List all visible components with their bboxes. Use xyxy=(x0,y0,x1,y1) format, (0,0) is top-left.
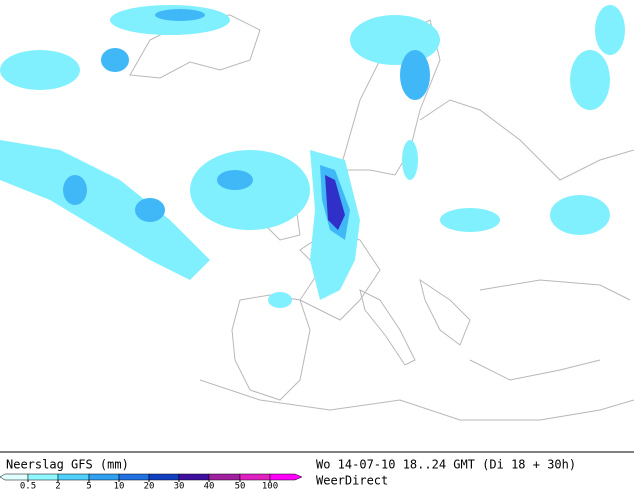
precip-area xyxy=(155,9,205,21)
legend-swatch xyxy=(118,473,150,481)
legend-swatch xyxy=(148,473,180,481)
legend-label: 30 xyxy=(174,482,185,490)
source: WeerDirect xyxy=(316,474,388,488)
scandinavia xyxy=(339,19,441,176)
precip-area xyxy=(402,140,418,180)
precip-area xyxy=(0,140,210,280)
legend-label: 20 xyxy=(144,482,155,490)
precip-area xyxy=(101,48,129,72)
legend-swatch xyxy=(178,473,210,481)
legend-swatch xyxy=(208,473,241,481)
legend-title: Neerslag GFS (mm) xyxy=(6,458,129,472)
legend-swatch xyxy=(88,473,120,481)
precip-area xyxy=(0,50,80,90)
precip-area xyxy=(595,5,625,55)
black-sea xyxy=(479,279,631,301)
balkans xyxy=(419,278,471,346)
turkey xyxy=(469,359,601,381)
valid-time: Wo 14-07-10 18..24 GMT (Di 18 + 30h) xyxy=(316,458,576,472)
legend-labels: 0.5 2 5 10 20 30 40 50 100 xyxy=(20,480,278,490)
precip-area xyxy=(550,195,610,235)
legend-swatch xyxy=(239,473,271,481)
legend-swatch xyxy=(57,473,90,481)
legend-colorbar xyxy=(0,473,303,481)
legend-label: 5 xyxy=(86,482,91,490)
precip-area xyxy=(400,50,430,100)
north-africa xyxy=(199,379,634,421)
legend-label: 100 xyxy=(262,482,278,490)
legend-label: 10 xyxy=(114,482,125,490)
precip-area xyxy=(268,292,292,308)
map xyxy=(0,5,634,421)
legend-swatch xyxy=(27,473,59,481)
precip-area xyxy=(325,175,345,230)
precipitation xyxy=(0,5,625,308)
baltic-russia xyxy=(419,99,634,181)
precip-area xyxy=(570,50,610,110)
precip-area xyxy=(350,15,440,65)
precip-area xyxy=(440,208,500,232)
precip-area xyxy=(63,175,87,205)
legend-label: 50 xyxy=(235,482,246,490)
precip-area xyxy=(190,150,310,230)
legend-swatch xyxy=(0,473,29,481)
legend-label: 40 xyxy=(204,482,215,490)
legend-label: 2 xyxy=(55,482,60,490)
precip-area xyxy=(217,170,253,190)
legend-swatch xyxy=(269,473,303,481)
precip-area xyxy=(135,198,165,222)
legend-label: 0.5 xyxy=(20,482,36,490)
italy xyxy=(359,289,416,366)
